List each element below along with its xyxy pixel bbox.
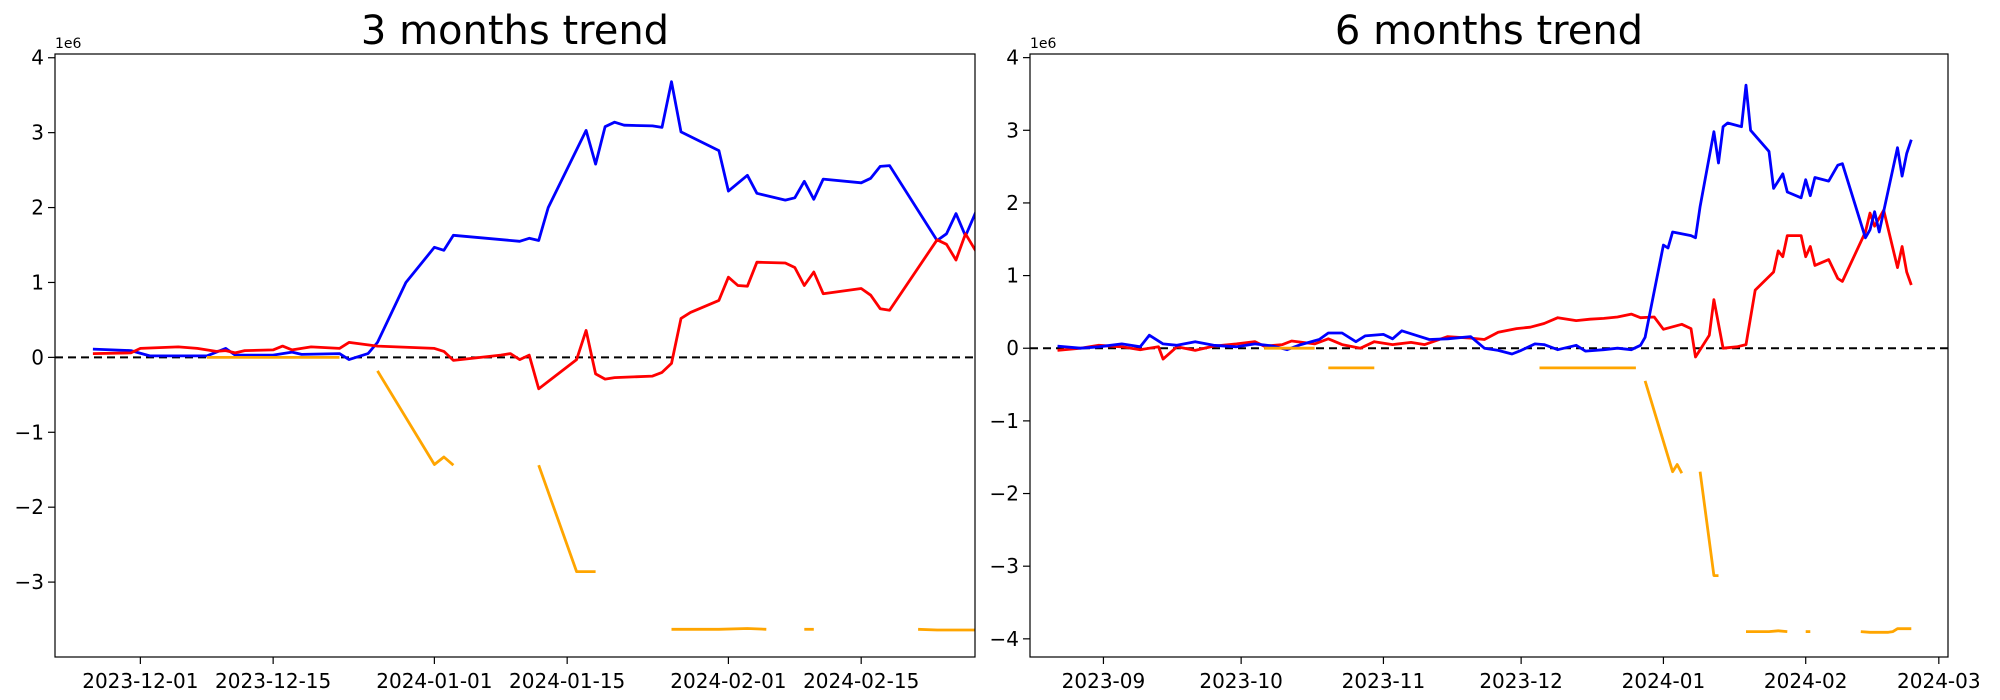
chart-title: 6 months trend [1335, 8, 1643, 54]
series-line-2-segment-1 [376, 370, 455, 467]
y-tick-label: −2 [15, 495, 44, 519]
x-tick-label: 2023-12-01 [82, 669, 198, 693]
x-tick-label: 2024-01 [1622, 669, 1706, 693]
y-tick-label: 2 [1006, 191, 1019, 215]
panel-6-months: 6 months trend 1e6 −4 −3 −2 −1 0 1 2 3 4 2023-09 202… [990, 8, 1981, 693]
x-tick-label: 2023-12 [1479, 669, 1563, 693]
series-line-2-segment-5 [1746, 629, 1788, 633]
y-offset-label: 1e6 [1030, 36, 1057, 52]
y-tick-label: −1 [15, 420, 44, 444]
series-line-2-segment-3 [1643, 380, 1684, 474]
plot-area [1030, 83, 1948, 634]
y-tick-label: −3 [15, 570, 44, 594]
y-offset-label: 1e6 [55, 36, 82, 52]
series-line-2-segment-4 [1698, 471, 1719, 577]
x-tick-label: 2024-01-15 [509, 669, 625, 693]
x-tick-label: 2023-10 [1199, 669, 1283, 693]
series-line-2-segment-2 [537, 464, 596, 573]
chart-title: 3 months trend [361, 8, 669, 54]
plot-frame [1029, 53, 1949, 658]
y-tick-label: −1 [990, 409, 1019, 433]
x-tick-label: 2024-02 [1764, 669, 1848, 693]
x-tick-label: 2024-01-01 [376, 669, 492, 693]
series-line-1 [1057, 83, 1913, 356]
x-tick-label: 2023-09 [1062, 669, 1146, 693]
y-tick-label: 2 [31, 196, 44, 220]
y-tick-label: 3 [31, 121, 44, 145]
plot-area [55, 80, 975, 632]
series-line-2-segment-3 [671, 627, 767, 631]
y-tick-label: 0 [31, 345, 44, 369]
x-tick-label: 2024-02-15 [803, 669, 919, 693]
y-tick-label: 1 [1006, 264, 1019, 288]
x-tick-label: 2023-11 [1342, 669, 1426, 693]
y-tick-label: 4 [1006, 46, 1019, 70]
series-line-2-segment-5 [918, 627, 975, 632]
x-tick-label: 2024-03 [1897, 669, 1981, 693]
y-tick-label: 0 [1006, 336, 1019, 360]
series-line-2-segment-7 [1860, 627, 1912, 634]
series-line-1 [92, 232, 975, 391]
panel-3-months: 3 months trend 1e6 −3 −2 −1 0 1 2 3 4 2023-12-01 20… [15, 8, 976, 693]
y-tick-label: 4 [31, 46, 44, 70]
y-tick-label: −4 [990, 627, 1019, 651]
x-tick-label: 2023-12-15 [215, 669, 331, 693]
y-tick-label: 1 [31, 270, 44, 294]
x-tick-label: 2024-02-01 [670, 669, 786, 693]
y-tick-label: −2 [990, 482, 1019, 506]
y-tick-label: 3 [1006, 118, 1019, 142]
y-tick-label: −3 [990, 554, 1019, 578]
series-line-0 [92, 80, 975, 361]
series-line-0 [1057, 208, 1913, 361]
plot-frame [54, 53, 976, 658]
